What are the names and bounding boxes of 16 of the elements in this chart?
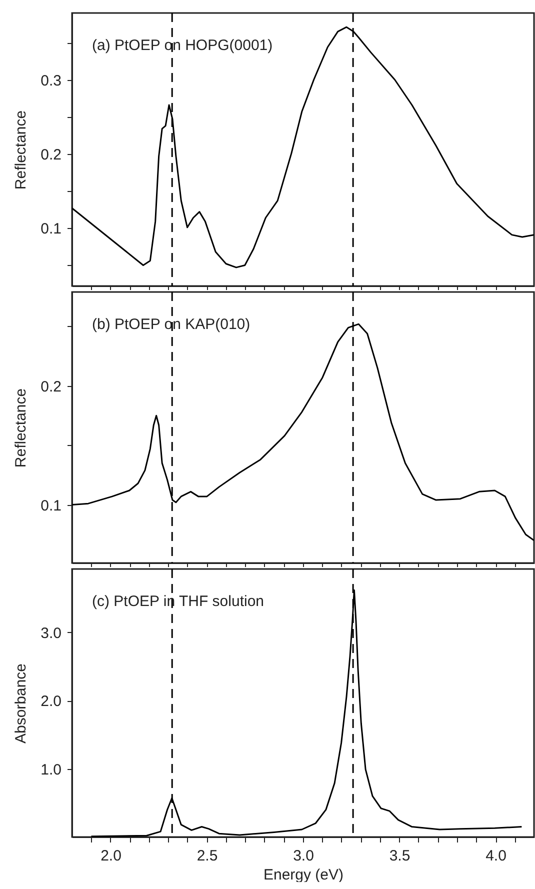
x-tick-label: 2.5 (196, 848, 218, 864)
y-axis-title: Reflectance (12, 388, 30, 468)
x-tick-label: 4.0 (486, 848, 506, 864)
y-tick-label: 0.3 (40, 72, 62, 90)
x-tick-label: 3.0 (293, 848, 314, 864)
x-tick-label: 2.0 (100, 848, 122, 864)
y-tick-label: 1.0 (40, 761, 62, 778)
y-axis-title: Absorbance (12, 663, 30, 744)
y-tick-label: 0.1 (40, 220, 62, 238)
x-tick-label: 3.5 (389, 848, 410, 864)
y-tick-label: 0.2 (40, 378, 62, 396)
y-axis-title: Reflectance (12, 110, 30, 190)
y-tick-label: 3.0 (40, 624, 62, 642)
y-tick-label: 0.2 (40, 146, 62, 164)
y-tick-label: 2.0 (40, 693, 62, 710)
y-tick-label: 0.1 (40, 497, 62, 514)
